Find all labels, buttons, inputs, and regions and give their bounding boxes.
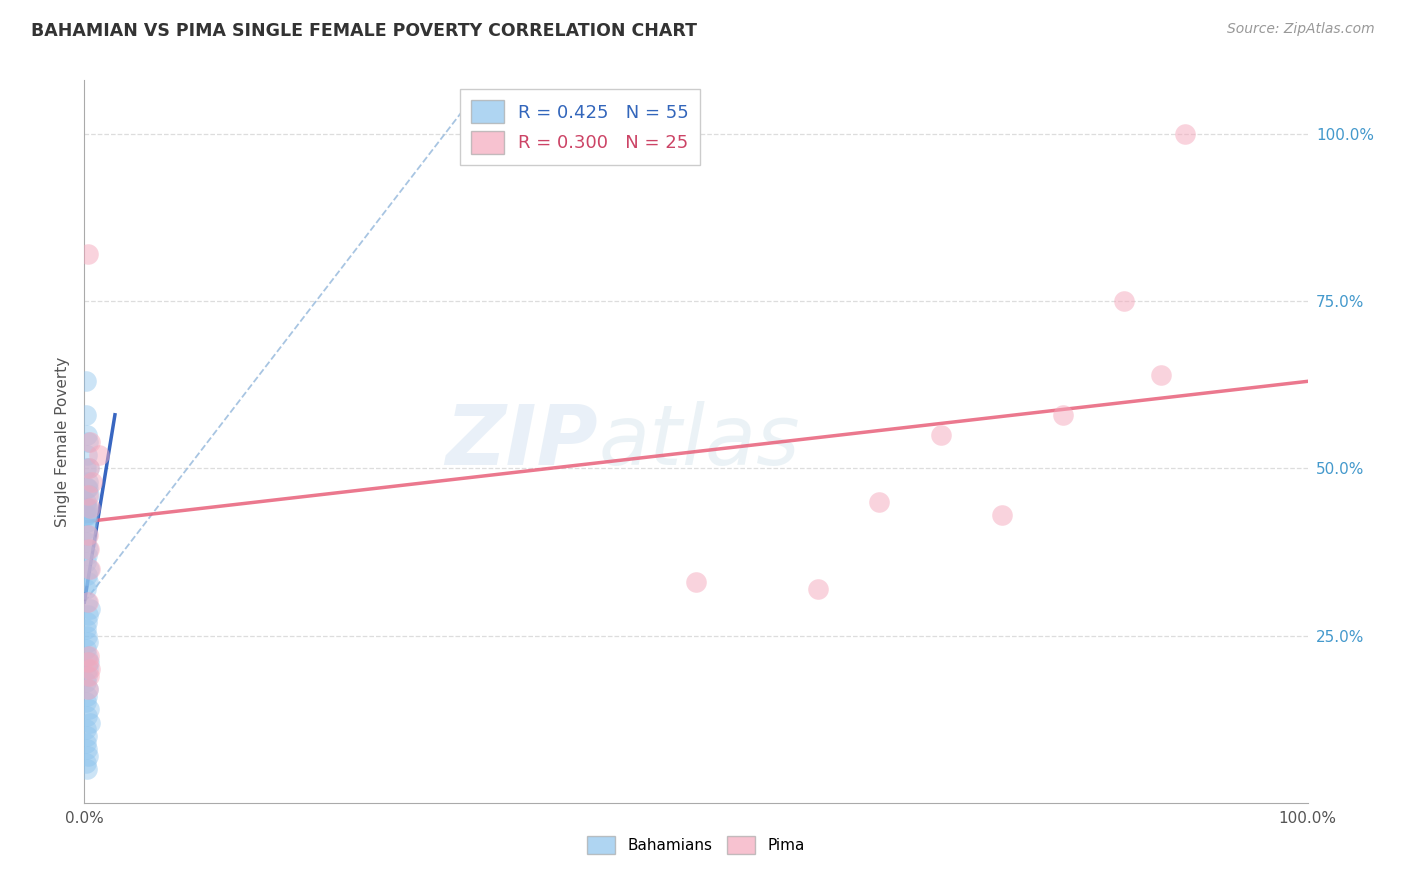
Point: [76, 501, 98, 516]
Point: [76, 708, 98, 723]
Point: [75, 756, 97, 770]
Text: atlas: atlas: [598, 401, 800, 482]
Point: [75, 508, 97, 523]
Point: [79, 715, 101, 730]
Point: [77, 608, 100, 623]
Point: [79, 562, 101, 576]
Point: [77, 575, 100, 590]
Point: [76, 595, 98, 609]
Point: [869, 494, 891, 508]
Point: [79, 434, 101, 449]
Point: [77, 501, 100, 516]
Point: [76, 515, 98, 529]
Point: [77, 749, 100, 764]
Point: [77, 681, 100, 696]
Point: [75, 508, 97, 523]
Point: [75, 696, 97, 710]
Point: [76, 427, 98, 442]
Point: [77, 434, 100, 449]
Point: [77, 702, 100, 716]
Point: [77, 655, 100, 669]
Point: [77, 461, 100, 475]
Point: [77, 562, 100, 576]
Point: [76, 482, 98, 496]
Point: [77, 475, 100, 489]
Point: [77, 669, 100, 683]
Point: [75, 642, 97, 657]
Point: [77, 655, 100, 669]
Point: [76, 448, 98, 462]
Point: [76, 762, 98, 776]
Point: [76, 528, 98, 542]
Text: Source: ZipAtlas.com: Source: ZipAtlas.com: [1227, 22, 1375, 37]
Point: [75, 408, 97, 422]
Point: [76, 501, 98, 516]
Point: [77, 541, 100, 556]
Legend: Bahamians, Pima: Bahamians, Pima: [581, 830, 811, 860]
Point: [76, 548, 98, 563]
Point: [79, 602, 101, 616]
Point: [76, 648, 98, 663]
Point: [77, 461, 100, 475]
Point: [79, 501, 101, 516]
Point: [75, 555, 97, 569]
Point: [75, 622, 97, 636]
Point: [77, 541, 100, 556]
Point: [685, 575, 707, 590]
Point: [75, 582, 97, 596]
Text: BAHAMIAN VS PIMA SINGLE FEMALE POVERTY CORRELATION CHART: BAHAMIAN VS PIMA SINGLE FEMALE POVERTY C…: [31, 22, 697, 40]
Point: [75, 494, 97, 508]
Point: [1150, 368, 1173, 382]
Point: [77, 488, 100, 502]
Point: [76, 568, 98, 582]
Text: ZIP: ZIP: [446, 401, 598, 482]
Point: [77, 662, 100, 676]
Point: [77, 482, 100, 496]
Point: [76, 628, 98, 642]
Point: [75, 375, 97, 389]
Point: [77, 247, 100, 261]
Point: [1174, 127, 1197, 141]
Point: [76, 689, 98, 703]
Point: [75, 534, 97, 549]
Point: [76, 742, 98, 756]
Point: [1052, 408, 1074, 422]
Point: [76, 615, 98, 630]
Point: [77, 648, 100, 663]
Point: [1114, 294, 1136, 309]
Point: [77, 528, 100, 542]
Point: [991, 508, 1014, 523]
Point: [77, 488, 100, 502]
Y-axis label: Single Female Poverty: Single Female Poverty: [55, 357, 70, 526]
Point: [929, 427, 952, 442]
Point: [77, 635, 100, 649]
Point: [87, 448, 110, 462]
Point: [79, 662, 101, 676]
Point: [75, 735, 97, 749]
Point: [77, 681, 100, 696]
Point: [75, 675, 97, 690]
Point: [75, 461, 97, 475]
Point: [76, 729, 98, 743]
Point: [75, 521, 97, 535]
Point: [77, 508, 100, 523]
Point: [75, 723, 97, 737]
Point: [80, 475, 103, 489]
Point: [77, 595, 100, 609]
Point: [76, 669, 98, 683]
Point: [807, 582, 830, 596]
